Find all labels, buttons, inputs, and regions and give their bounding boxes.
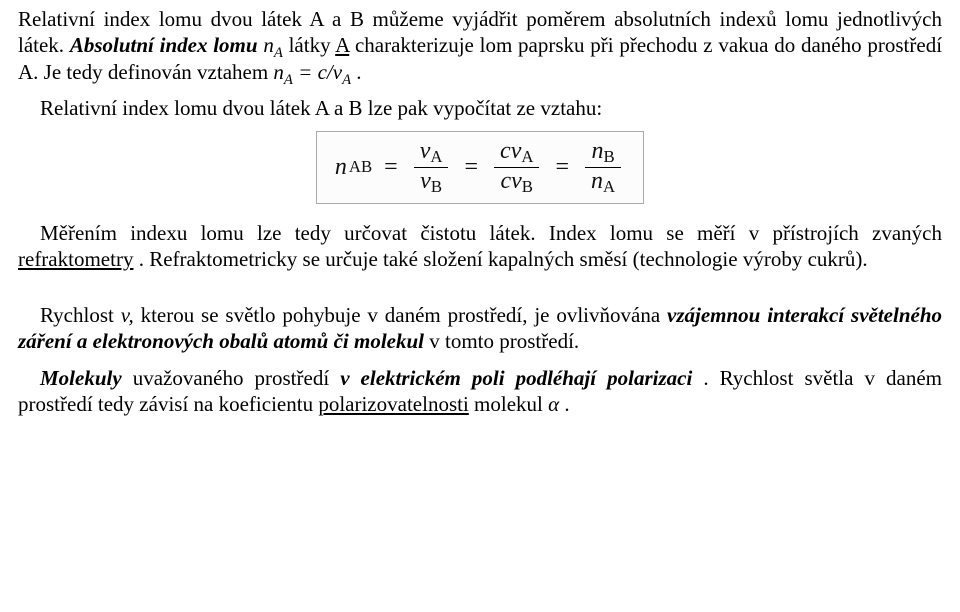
p1-A-underline: A — [335, 33, 349, 57]
formula-wrapper: nAB = vA vB = cvA cvB = nB nA — [18, 131, 942, 204]
p1-var-nA: nA — [263, 33, 282, 57]
paragraph-5: Molekuly uvažovaného prostředí v elektri… — [18, 365, 942, 418]
p1-term-absolutni: Absolutní index lomu — [70, 33, 264, 57]
formula-eq2: = — [460, 152, 482, 182]
p4-v: v, — [121, 303, 134, 327]
p3-link-refraktometry: refraktometry — [18, 247, 133, 271]
p1-var-nA2: nA — [273, 60, 292, 84]
p2-text: Relativní index lomu dvou látek A a B lz… — [40, 96, 602, 120]
formula-frac-2: cvA cvB — [490, 138, 543, 197]
p5-molekuly: Molekuly — [40, 366, 122, 390]
p1-end: . — [356, 60, 361, 84]
gap — [18, 282, 942, 302]
formula-lhs: nAB — [335, 152, 372, 182]
p5-link-polarizovatelnosti: polarizovatelnosti — [318, 392, 468, 416]
formula-frac-1: vA vB — [410, 138, 453, 197]
p1-cv: c/vA — [318, 60, 351, 84]
formula-nAB: nAB = vA vB = cvA cvB = nB nA — [316, 131, 644, 204]
p4-text-2: kterou se světlo pohybuje v daném prostř… — [141, 303, 667, 327]
p1-eq: = — [298, 60, 317, 84]
p3-text-2: . Refraktometricky se určuje také složen… — [139, 247, 868, 271]
p1-text-2: látky — [289, 33, 336, 57]
p4-text-1: Rychlost — [40, 303, 121, 327]
p5-end: . — [564, 392, 569, 416]
paragraph-1: Relativní index lomu dvou látek A a B mů… — [18, 6, 942, 85]
p5-text-4: molekul — [474, 392, 548, 416]
document-page: Relativní index lomu dvou látek A a B mů… — [0, 0, 960, 433]
formula-eq3: = — [551, 152, 573, 182]
formula-eq1: = — [380, 152, 402, 182]
paragraph-2: Relativní index lomu dvou látek A a B lz… — [18, 95, 942, 121]
p3-text-1: Měřením indexu lomu lze tedy určovat čis… — [40, 221, 942, 245]
p5-bold-1: v elektrickém poli podléhají polarizaci — [340, 366, 692, 390]
p4-text-3: v tomto prostředí. — [429, 329, 579, 353]
p5-alpha: α — [548, 392, 559, 416]
formula-frac-3: nB nA — [581, 138, 625, 197]
paragraph-3: Měřením indexu lomu lze tedy určovat čis… — [18, 220, 942, 273]
paragraph-4: Rychlost v, kterou se světlo pohybuje v … — [18, 302, 942, 355]
p5-text-2: uvažovaného prostředí — [133, 366, 341, 390]
